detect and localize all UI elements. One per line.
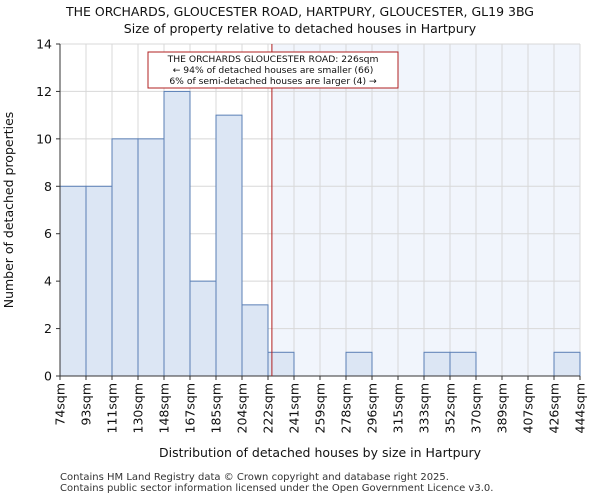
x-tick-label: 426sqm [547,383,562,433]
x-tick-label: 259sqm [313,383,328,433]
x-tick-label: 167sqm [183,383,198,433]
chart-subtitle: Size of property relative to detached ho… [123,21,477,36]
x-tick-label: 111sqm [105,383,120,433]
x-tick-label: 278sqm [339,383,354,433]
footer-line-1: Contains HM Land Registry data © Crown c… [60,472,449,483]
y-tick-label: 6 [44,226,52,241]
y-axis-label: Number of detached properties [1,112,16,309]
y-tick-label: 0 [44,369,52,384]
chart-title: THE ORCHARDS, GLOUCESTER ROAD, HARTPURY,… [65,4,534,19]
bar [163,90,191,377]
larger-properties-region [271,44,580,376]
x-tick-label: 370sqm [469,383,484,433]
y-tick-label: 4 [44,274,52,289]
annotation-box [147,51,399,89]
x-tick-label: 241sqm [287,383,302,433]
y-tick-label: 10 [36,131,52,146]
bar [137,138,165,377]
x-tick-label: 333sqm [417,383,432,433]
y-tick-label: 14 [36,37,52,52]
highlight-region-layer [271,44,580,376]
x-tick-label: 222sqm [261,383,276,433]
x-axis-label: Distribution of detached houses by size … [159,445,482,460]
x-tick-label: 352sqm [443,383,458,433]
annotation-line: ← 94% of detached houses are smaller (66… [173,65,374,76]
bar [553,351,581,377]
bars [59,90,581,377]
axes: 0 2 4 6 8 10 12 14 74sqm 93sqm 111sqm 130sqm 148sqm 1… [36,37,587,434]
x-tick-label: 130sqm [131,383,146,433]
bar [111,138,139,377]
x-tick-label: 315sqm [391,383,406,433]
annotation-line: 6% of semi-detached houses are larger (4… [169,76,377,87]
bar [345,351,373,377]
footer-line-2: Contains public sector information licen… [60,483,494,494]
x-tick-label: 204sqm [235,383,250,433]
bar [449,351,477,377]
x-tick-label: 296sqm [365,383,380,433]
bar [85,185,113,377]
bar [215,114,243,377]
x-tick-label: 93sqm [79,383,94,426]
y-tick-label: 2 [44,321,52,336]
bar [59,185,87,377]
x-tick-label: 148sqm [157,383,172,433]
y-tick-label: 12 [36,84,52,99]
bar [423,351,451,377]
property-marker: THE ORCHARDS GLOUCESTER ROAD: 226sqm← 94… [147,44,399,376]
x-tick-label: 407sqm [521,383,536,433]
x-tick-label: 185sqm [209,383,224,433]
footer-attribution: Contains HM Land Registry data © Crown c… [60,472,493,494]
x-tick-label: 444sqm [573,383,588,433]
y-tick-label: 8 [44,179,52,194]
bar [241,304,269,377]
x-tick-label: 389sqm [495,383,510,433]
bar [189,280,217,377]
annotation-line: THE ORCHARDS GLOUCESTER ROAD: 226sqm [167,54,379,65]
x-tick-label: 74sqm [53,383,68,426]
chart-title-block: THE ORCHARDS, GLOUCESTER ROAD, HARTPURY,… [0,3,600,37]
